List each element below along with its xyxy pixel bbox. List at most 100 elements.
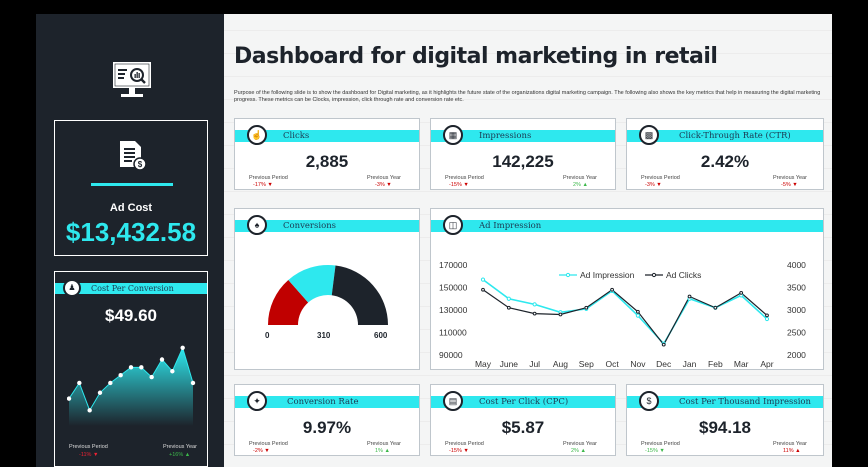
conversion-rate-prev-year-value: 1% ▲	[375, 448, 390, 454]
cpconv-header-bar	[55, 283, 207, 294]
page-title: Dashboard for digital marketing in retai…	[234, 44, 718, 69]
conversions-title: Conversions	[283, 221, 337, 231]
gauge-segment-mid	[288, 265, 336, 303]
cpm-header-bar	[627, 396, 823, 408]
x-tick-label: Feb	[708, 359, 723, 369]
conversion-rate-prev-period-label: Previous Period	[249, 441, 288, 447]
cpm-card: $ Cost Per Thousand Impression $94.18 Pr…	[626, 384, 824, 456]
gauge-max-label: 600	[374, 331, 388, 340]
cpconv-value: $49.60	[105, 306, 157, 325]
cpm-value: $94.18	[699, 418, 751, 437]
ad-cost-underline	[91, 183, 173, 186]
cpc-prev-year-label: Previous Year	[563, 441, 597, 447]
y-right-tick-label: 3000	[787, 305, 806, 315]
ad-cost-card: $ Ad Cost $13,432.58	[54, 120, 208, 256]
impressions-card: ▦ Impressions 142,225 Previous Period -1…	[430, 118, 616, 190]
dollar-display-icon: $	[639, 391, 659, 411]
area-point	[118, 372, 123, 378]
conversion-rate-title: Conversion Rate	[287, 397, 359, 407]
svg-text:$: $	[138, 160, 143, 169]
clicks-prev-year-label: Previous Year	[367, 175, 401, 181]
gauge-segment-low	[268, 279, 309, 325]
cpm-prev-year-label: Previous Year	[773, 441, 807, 447]
impressions-prev-period-label: Previous Period	[445, 175, 484, 181]
ctr-prev-period-label: Previous Period	[641, 175, 680, 181]
ctr-prev-period-value: -3% ▼	[645, 182, 662, 188]
ctr-prev-year-label: Previous Year	[773, 175, 807, 181]
point-ad-impression	[532, 302, 537, 307]
legend-label-clicks: Ad Clicks	[666, 270, 701, 280]
point-ad-clicks	[584, 305, 589, 310]
x-tick-label: Nov	[630, 359, 646, 369]
ctr-card: ▩ Click-Through Rate (CTR) 2.42% Previou…	[626, 118, 824, 190]
clicks-prev-year-value: -3% ▼	[375, 182, 392, 188]
ad-impression-line-chart: 170000 150000 130000 110000 90000 4000 3500 300…	[439, 260, 806, 369]
y-left-tick-label: 150000	[439, 283, 468, 293]
ctr-value: 2.42%	[700, 152, 750, 171]
cash-register-icon: ▤	[443, 391, 463, 411]
x-tick-label: May	[475, 359, 492, 369]
gauge-segment-high	[331, 265, 388, 325]
area-fill	[69, 347, 193, 426]
cpconv-prev-period-label: Previous Period	[69, 444, 108, 450]
point-ad-clicks	[506, 305, 511, 310]
point-ad-impression	[506, 296, 511, 301]
point-ad-clicks	[636, 309, 640, 314]
ad-impression-title: Ad Impression	[479, 221, 542, 231]
series-line-ad-clicks	[482, 288, 768, 346]
cpc-prev-period-value: -15% ▼	[449, 448, 469, 454]
y-right-tick-label: 2000	[787, 350, 806, 360]
monitor-analytics-icon	[113, 62, 151, 97]
legend-marker-clicks	[651, 272, 657, 278]
cpm-prev-period-value: -15% ▼	[645, 448, 665, 454]
ctr-title: Click-Through Rate (CTR)	[679, 131, 791, 141]
legend-marker-impression	[565, 272, 571, 278]
ctr-prev-year-value: -5% ▼	[781, 182, 798, 188]
y-left-tick-label: 170000	[439, 260, 468, 270]
calculator-icon: ▦	[443, 125, 463, 145]
area-point	[97, 390, 103, 395]
cost-per-conversion-card: ♟ Cost Per Conversion $49.60 Previous Pe…	[54, 271, 208, 467]
area-point	[149, 374, 154, 380]
y-right-tick-label: 2500	[787, 328, 806, 338]
y-left-tick-label: 90000	[439, 350, 463, 360]
conversion-rate-value: 9.97%	[302, 418, 352, 437]
conversions-card: ♠ Conversions 0 310 600	[234, 208, 420, 370]
area-point	[128, 365, 134, 370]
clicks-prev-period-value: -17% ▼	[253, 182, 273, 188]
cpc-title: Cost Per Click (CPC)	[479, 397, 569, 407]
point-ad-clicks	[713, 305, 718, 310]
point-ad-clicks	[661, 342, 666, 347]
ad-cost-label: Ad Cost	[109, 202, 153, 214]
area-point	[108, 380, 113, 386]
area-point	[67, 396, 72, 401]
point-ad-clicks	[532, 311, 537, 316]
impressions-prev-year-label: Previous Year	[563, 175, 597, 181]
impressions-value: 142,225	[492, 152, 554, 171]
y-right-tick-label: 4000	[787, 260, 806, 270]
cpconv-area-chart	[67, 345, 196, 426]
point-ad-clicks	[765, 313, 769, 318]
cpm-prev-period-label: Previous Period	[641, 441, 680, 447]
impressions-prev-year-value: 2% ▲	[573, 182, 588, 188]
conversion-rate-prev-period-value: -2% ▼	[253, 448, 270, 454]
ad-impression-header-bar	[431, 220, 823, 232]
y-left-tick-label: 130000	[439, 305, 468, 315]
left-panel: $ Ad Cost $13,432.58 ♟ Cost Per Conversi…	[36, 14, 224, 467]
clicks-title: Clicks	[283, 131, 310, 141]
impressions-header-bar	[431, 130, 615, 142]
conversion-rate-card: ✦ Conversion Rate 9.97% Previous Period …	[234, 384, 420, 456]
area-point	[139, 365, 144, 370]
cpc-prev-period-label: Previous Period	[445, 441, 484, 447]
clicks-prev-period-label: Previous Period	[249, 175, 288, 181]
x-tick-label: Apr	[760, 359, 773, 369]
point-ad-impression	[764, 316, 770, 322]
point-ad-clicks	[610, 287, 614, 292]
pointer-hand-icon: ☝	[247, 125, 267, 145]
clicks-header-bar	[235, 130, 419, 142]
y-left-tick-label: 110000	[439, 328, 467, 338]
page-subtitle: Purpose of the following slide is to sho…	[234, 90, 821, 103]
x-tick-label: Jan	[683, 359, 697, 369]
cpconv-title: Cost Per Conversion	[91, 284, 174, 293]
area-point	[190, 380, 196, 386]
